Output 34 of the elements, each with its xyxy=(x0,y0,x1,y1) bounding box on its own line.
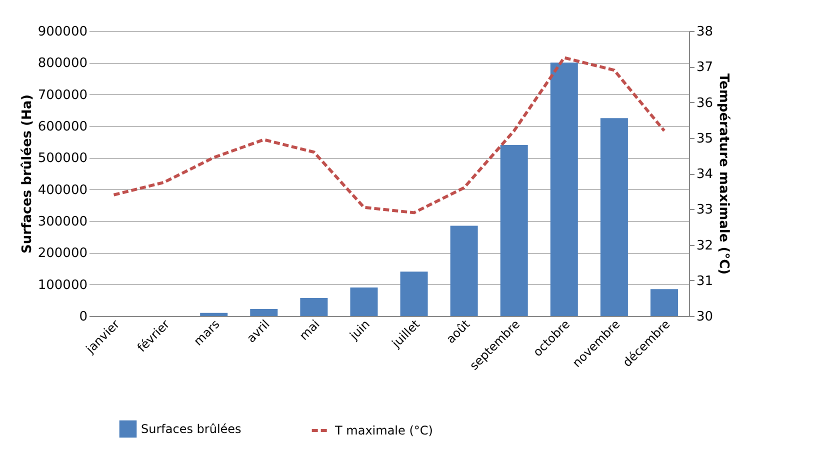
bar xyxy=(650,289,678,316)
bar xyxy=(400,272,428,316)
y-axis-title: Surfaces brûlées (Ha) xyxy=(20,94,35,254)
line-series xyxy=(112,56,666,214)
y-tick-label: 300000 xyxy=(38,214,88,230)
y2-tick-label: 32 xyxy=(696,238,714,254)
y-tick-label: 100000 xyxy=(38,278,88,293)
y-tick-label: 0 xyxy=(79,310,88,324)
bar xyxy=(250,309,278,316)
y2-tick-label: 36 xyxy=(696,96,714,111)
y2-tick-label: 35 xyxy=(696,131,714,146)
y-tick-label: 400000 xyxy=(38,182,88,198)
y2-tick-label: 38 xyxy=(696,24,714,40)
legend-label: Surfaces brûlées xyxy=(141,422,242,436)
y2-tick-label: 31 xyxy=(696,274,714,289)
y-tick-label: 800000 xyxy=(38,56,88,72)
y-tick-label: 600000 xyxy=(38,120,88,134)
bar xyxy=(500,145,528,316)
bar xyxy=(350,288,378,316)
y-tick-label: 500000 xyxy=(38,151,88,166)
bar xyxy=(450,226,478,316)
y-tick-label: 700000 xyxy=(38,88,88,103)
y2-tick-label: 34 xyxy=(696,167,714,182)
y2-tick-label: 37 xyxy=(696,60,714,76)
y2-tick-label: 33 xyxy=(696,202,714,218)
bar xyxy=(300,298,328,316)
y2-tick-label: 30 xyxy=(696,310,714,324)
legend-label: T maximale (°C) xyxy=(334,424,433,438)
y2-axis-title: Température maximale (°C) xyxy=(716,73,732,275)
y-tick-label: 900000 xyxy=(38,24,88,40)
bar xyxy=(550,62,578,316)
y-tick-label: 200000 xyxy=(38,246,88,262)
bar xyxy=(600,118,628,316)
bar xyxy=(200,312,228,316)
